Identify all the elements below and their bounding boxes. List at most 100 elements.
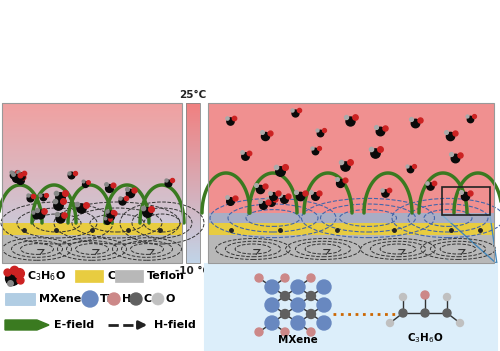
Bar	[2, 227, 182, 229]
Circle shape	[130, 293, 142, 305]
Bar	[186, 117, 200, 119]
Circle shape	[280, 291, 289, 300]
Bar	[2, 181, 182, 183]
Bar	[2, 159, 182, 161]
Bar	[2, 235, 182, 237]
Bar	[2, 225, 182, 227]
Bar	[2, 109, 182, 111]
Bar	[186, 163, 200, 165]
Bar	[2, 143, 182, 145]
Circle shape	[444, 293, 450, 300]
Text: MXene: MXene	[278, 335, 318, 345]
Bar	[186, 161, 200, 163]
Bar	[186, 151, 200, 153]
Bar	[5, 293, 35, 305]
Bar	[186, 207, 200, 209]
Bar	[186, 259, 200, 261]
Bar	[186, 189, 200, 191]
Bar	[186, 137, 200, 139]
Bar	[2, 199, 182, 201]
Text: O: O	[166, 294, 175, 304]
Bar	[442, 187, 490, 215]
Bar	[2, 167, 182, 169]
Bar	[186, 145, 200, 147]
Bar	[205, 264, 497, 350]
Bar	[2, 255, 182, 257]
Bar	[186, 215, 200, 217]
Text: H-field: H-field	[154, 320, 196, 330]
Circle shape	[291, 316, 305, 330]
Bar	[2, 163, 182, 165]
Bar	[2, 187, 182, 189]
Bar	[186, 251, 200, 253]
Bar	[2, 171, 182, 173]
Bar	[186, 179, 200, 181]
Text: 25°C: 25°C	[180, 90, 206, 100]
Bar	[2, 177, 182, 179]
Bar	[2, 185, 182, 187]
Bar	[2, 257, 182, 259]
Bar	[186, 243, 200, 245]
Bar	[2, 205, 182, 207]
Circle shape	[82, 291, 98, 307]
Bar	[2, 173, 182, 175]
Bar	[186, 203, 200, 205]
Bar	[186, 211, 200, 213]
Bar	[208, 223, 494, 235]
Bar	[2, 125, 182, 127]
Circle shape	[281, 274, 289, 282]
Bar	[186, 241, 200, 243]
Circle shape	[421, 291, 429, 299]
Bar	[2, 259, 182, 261]
Bar	[186, 153, 200, 155]
Circle shape	[456, 319, 464, 326]
Bar	[2, 137, 182, 139]
Bar	[186, 231, 200, 233]
Circle shape	[108, 293, 120, 305]
Bar	[2, 261, 182, 263]
Bar	[2, 165, 182, 167]
Bar	[2, 209, 182, 211]
Bar	[186, 205, 200, 207]
Bar	[2, 191, 182, 193]
Bar	[2, 241, 182, 243]
Bar	[186, 165, 200, 167]
Bar	[186, 111, 200, 113]
Bar	[2, 195, 182, 197]
Circle shape	[421, 309, 429, 317]
Bar	[186, 255, 200, 257]
Bar	[186, 239, 200, 241]
Bar	[2, 243, 182, 245]
Bar	[208, 213, 494, 223]
Bar	[2, 147, 182, 149]
Circle shape	[291, 280, 305, 294]
Circle shape	[307, 274, 315, 282]
Bar	[186, 195, 200, 197]
Bar	[186, 141, 200, 143]
Bar	[2, 131, 182, 133]
Circle shape	[255, 328, 263, 336]
Bar	[2, 237, 182, 239]
Bar	[208, 103, 494, 263]
Bar	[2, 129, 182, 131]
Bar	[2, 221, 182, 223]
Bar	[186, 171, 200, 173]
Circle shape	[280, 310, 289, 318]
Bar	[2, 105, 182, 107]
Circle shape	[386, 319, 394, 326]
Bar	[2, 141, 182, 143]
Bar	[2, 121, 182, 123]
Bar	[186, 201, 200, 203]
Bar	[186, 257, 200, 259]
Bar	[186, 209, 200, 211]
Bar	[2, 231, 182, 233]
Bar	[186, 175, 200, 177]
Bar	[186, 191, 200, 193]
Bar	[186, 261, 200, 263]
Bar	[2, 217, 182, 219]
Text: -10 °C: -10 °C	[176, 266, 210, 276]
Bar	[186, 187, 200, 189]
Text: Ti: Ti	[100, 294, 112, 304]
Bar	[2, 235, 182, 263]
Bar	[2, 153, 182, 155]
